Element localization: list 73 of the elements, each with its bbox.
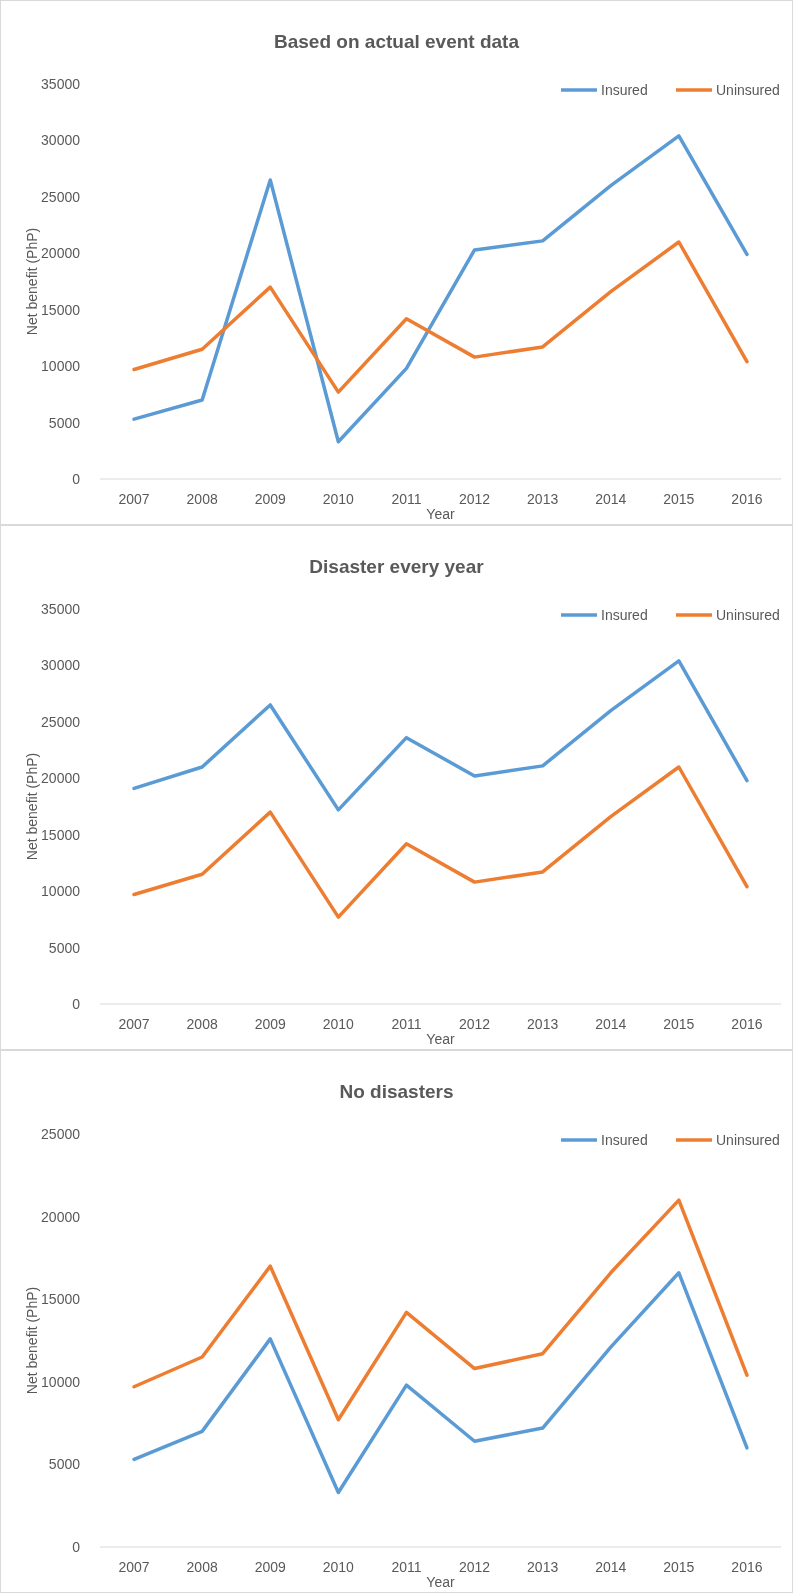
y-tick-label: 15000	[41, 1291, 81, 1308]
chart-title: No disasters	[339, 1081, 454, 1102]
legend-label: Insured	[601, 607, 648, 623]
y-tick-label: 0	[72, 1539, 81, 1555]
x-tick-label: 2010	[322, 491, 355, 507]
line-series	[132, 1271, 749, 1495]
x-tick-label: 2013	[527, 1016, 559, 1032]
line-series	[132, 240, 749, 394]
x-tick-label: 2013	[527, 1559, 559, 1575]
y-tick-label: 0	[72, 996, 81, 1012]
chart-title: Based on actual event data	[274, 31, 520, 52]
legend-label: Uninsured	[716, 607, 780, 623]
x-tick-label: 2009	[254, 1016, 287, 1032]
y-axis-title: Net benefit (PhP)	[24, 1286, 40, 1395]
x-tick-label: 2010	[322, 1559, 355, 1575]
y-tick-label: 30000	[41, 132, 81, 149]
x-tick-label: 2015	[663, 1016, 695, 1032]
x-tick-label: 2013	[527, 491, 559, 507]
line-series	[132, 134, 749, 444]
y-tick-label: 15000	[41, 301, 81, 318]
y-tick-label: 35000	[41, 76, 81, 92]
x-tick-label: 2008	[186, 1016, 218, 1032]
x-tick-label: 2007	[118, 1016, 150, 1032]
y-tick-label: 20000	[41, 245, 81, 262]
legend-label: Uninsured	[716, 1132, 780, 1148]
y-tick-label: 20000	[41, 770, 81, 787]
x-tick-label: 2016	[731, 1559, 763, 1575]
x-tick-label: 2010	[322, 1016, 355, 1032]
x-tick-label: 2014	[595, 1559, 627, 1575]
y-axis-title: Net benefit (PhP)	[24, 752, 40, 861]
x-tick-label: 2016	[731, 1016, 763, 1032]
y-tick-label: 5000	[48, 1456, 81, 1473]
x-tick-label: 2015	[663, 491, 695, 507]
y-tick-label: 5000	[48, 414, 81, 431]
y-tick-label: 25000	[41, 1126, 81, 1142]
x-tick-label: 2011	[391, 491, 422, 507]
y-tick-label: 15000	[41, 826, 81, 843]
y-axis-title: Net benefit (PhP)	[24, 227, 40, 336]
y-tick-label: 30000	[41, 657, 81, 674]
x-tick-label: 2016	[731, 491, 763, 507]
line-series	[132, 1198, 749, 1422]
x-tick-label: 2011	[391, 1016, 422, 1032]
y-tick-label: 5000	[48, 939, 81, 956]
x-tick-label: 2009	[254, 491, 287, 507]
x-tick-label: 2007	[118, 491, 150, 507]
x-tick-label: 2007	[118, 1559, 150, 1575]
y-tick-label: 25000	[41, 713, 81, 730]
y-tick-label: 20000	[41, 1208, 81, 1225]
y-tick-label: 25000	[41, 188, 81, 205]
x-tick-label: 2008	[186, 491, 218, 507]
x-axis-title: Year	[426, 506, 455, 522]
legend-label: Uninsured	[716, 82, 780, 98]
x-tick-label: 2012	[458, 1016, 491, 1032]
x-axis-title: Year	[426, 1574, 455, 1590]
y-tick-label: 10000	[41, 883, 81, 900]
chart-title: Disaster every year	[309, 556, 485, 577]
line-series	[132, 659, 749, 812]
y-tick-label: 10000	[41, 1373, 81, 1390]
x-tick-label: 2012	[458, 1559, 491, 1575]
x-tick-label: 2014	[595, 491, 627, 507]
x-tick-label: 2011	[391, 1559, 422, 1575]
x-tick-label: 2015	[663, 1559, 695, 1575]
x-tick-label: 2008	[186, 1559, 218, 1575]
x-tick-label: 2009	[254, 1559, 287, 1575]
line-series	[132, 765, 749, 919]
y-tick-label: 0	[72, 471, 81, 487]
x-tick-label: 2014	[595, 1016, 627, 1032]
y-tick-label: 10000	[41, 358, 81, 375]
y-tick-label: 35000	[41, 601, 81, 617]
x-axis-title: Year	[426, 1031, 455, 1047]
legend-label: Insured	[601, 82, 648, 98]
legend-label: Insured	[601, 1132, 648, 1148]
x-tick-label: 2012	[458, 491, 491, 507]
